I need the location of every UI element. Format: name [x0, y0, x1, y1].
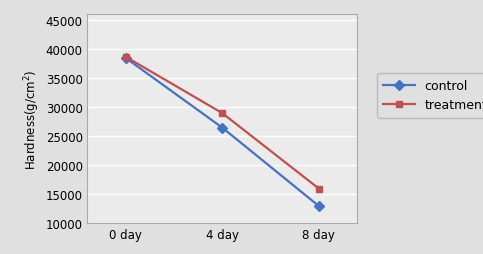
Y-axis label: Hardness(g/cm$^2$): Hardness(g/cm$^2$)	[22, 69, 42, 169]
treatment	[219, 112, 225, 115]
Line: treatment: treatment	[122, 54, 322, 192]
control	[316, 205, 322, 208]
control	[219, 126, 225, 130]
Legend: control, treatment: control, treatment	[377, 74, 483, 118]
treatment	[316, 187, 322, 190]
control	[123, 57, 128, 60]
Line: control: control	[122, 55, 322, 210]
treatment	[123, 56, 128, 59]
